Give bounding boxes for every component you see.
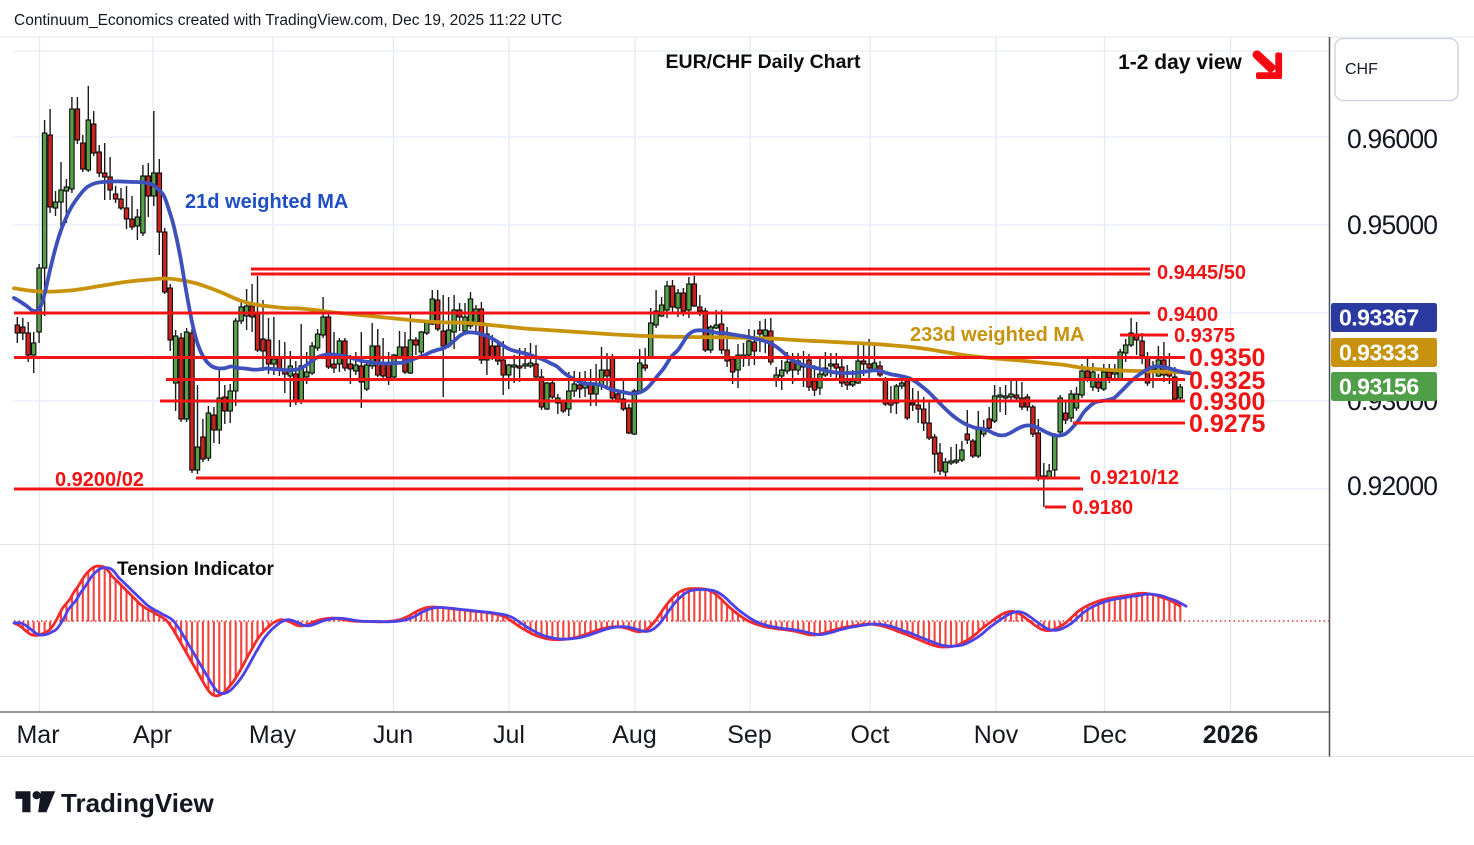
- svg-text:EUR/CHF Daily Chart: EUR/CHF Daily Chart: [665, 51, 861, 73]
- svg-text:0.9300: 0.9300: [1189, 388, 1265, 416]
- svg-text:0.9375: 0.9375: [1174, 325, 1235, 347]
- svg-text:0.96000: 0.96000: [1347, 124, 1437, 154]
- svg-text:Sep: Sep: [727, 721, 771, 749]
- svg-text:Jun: Jun: [373, 721, 413, 749]
- svg-text:0.9275: 0.9275: [1189, 410, 1266, 438]
- svg-text:Continuum_Economics created wi: Continuum_Economics created with Trading…: [14, 12, 562, 29]
- svg-text:21d weighted MA: 21d weighted MA: [185, 191, 348, 213]
- svg-text:0.9445/50: 0.9445/50: [1157, 262, 1246, 284]
- svg-text:2026: 2026: [1203, 721, 1259, 749]
- svg-text:0.9210/12: 0.9210/12: [1090, 467, 1179, 489]
- svg-text:Oct: Oct: [851, 721, 890, 749]
- svg-text:0.9200/02: 0.9200/02: [55, 469, 144, 491]
- svg-text:0.93156: 0.93156: [1339, 374, 1419, 400]
- svg-text:Apr: Apr: [133, 721, 172, 749]
- svg-text:Nov: Nov: [974, 721, 1019, 749]
- svg-text:CHF: CHF: [1345, 61, 1378, 78]
- svg-text:Tension Indicator: Tension Indicator: [117, 559, 275, 580]
- svg-text:0.9180: 0.9180: [1072, 497, 1133, 519]
- svg-text:0.92000: 0.92000: [1347, 471, 1437, 501]
- svg-text:0.93333: 0.93333: [1339, 340, 1419, 366]
- svg-text:Dec: Dec: [1082, 721, 1126, 749]
- svg-text:0.9325: 0.9325: [1189, 367, 1266, 395]
- svg-text:0.93367: 0.93367: [1339, 305, 1419, 331]
- svg-text:233d weighted MA: 233d weighted MA: [910, 324, 1084, 346]
- svg-text:0.9350: 0.9350: [1189, 344, 1265, 372]
- svg-text:Mar: Mar: [16, 721, 59, 749]
- svg-text:1-2 day view: 1-2 day view: [1118, 51, 1242, 74]
- svg-text:0.9400: 0.9400: [1157, 304, 1218, 326]
- svg-text:Aug: Aug: [612, 721, 656, 749]
- svg-text:Jul: Jul: [493, 721, 525, 749]
- svg-text:May: May: [249, 721, 297, 749]
- svg-text:TradingView: TradingView: [61, 788, 214, 818]
- svg-text:0.95000: 0.95000: [1347, 210, 1437, 240]
